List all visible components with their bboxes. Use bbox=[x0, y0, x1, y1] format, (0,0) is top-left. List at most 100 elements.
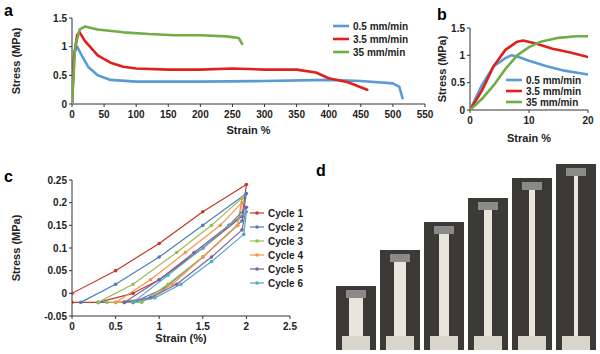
series-marker bbox=[96, 301, 100, 305]
y-tick bbox=[69, 46, 72, 47]
x-tick bbox=[232, 104, 233, 107]
x-tick-label: 2 bbox=[244, 321, 250, 332]
x-axis-title: Strain (%) bbox=[155, 332, 207, 344]
series-marker bbox=[245, 183, 249, 187]
series-line bbox=[72, 32, 367, 104]
x-tick-label: 350 bbox=[288, 109, 305, 120]
photo-base bbox=[562, 336, 590, 350]
x-tick bbox=[360, 104, 361, 107]
y-tick-label: 0 bbox=[61, 99, 67, 110]
series-marker bbox=[210, 260, 214, 264]
x-tick bbox=[168, 104, 169, 107]
legend-marker bbox=[255, 211, 259, 215]
legend-label: Cycle 4 bbox=[268, 250, 303, 261]
series-marker bbox=[179, 282, 183, 286]
x-tick bbox=[115, 316, 116, 319]
y-tick bbox=[467, 55, 470, 56]
y-tick bbox=[69, 248, 72, 249]
y-axis bbox=[470, 28, 471, 110]
x-axis-title: Strain % bbox=[507, 132, 551, 144]
photo-clamp bbox=[478, 202, 498, 210]
series-marker bbox=[201, 246, 205, 250]
legend-label: 35 mm/min bbox=[353, 47, 405, 58]
x-tick bbox=[588, 110, 589, 113]
y-tick bbox=[467, 28, 470, 29]
x-tick-label: 550 bbox=[417, 109, 434, 120]
series-line bbox=[98, 198, 242, 302]
y-axis-title: Stress (MPa) bbox=[10, 214, 22, 281]
series-marker bbox=[123, 301, 127, 305]
series-marker bbox=[245, 192, 249, 196]
y-tick bbox=[467, 110, 470, 111]
y-tick-label: -0.05 bbox=[44, 311, 67, 322]
photo-sample bbox=[484, 210, 492, 336]
x-tick-label: 1 bbox=[156, 321, 162, 332]
legend-label: Cycle 5 bbox=[268, 264, 303, 275]
y-tick-label: 1.5 bbox=[53, 13, 67, 24]
series-line bbox=[470, 55, 588, 110]
x-axis bbox=[72, 104, 425, 105]
photo-base bbox=[518, 336, 546, 350]
legend-label: Cycle 1 bbox=[268, 208, 303, 219]
x-tick-label: 150 bbox=[160, 109, 177, 120]
legend: Cycle 1Cycle 2Cycle 3Cycle 4Cycle 5Cycle… bbox=[250, 208, 303, 289]
x-tick-label: 450 bbox=[352, 109, 369, 120]
x-tick bbox=[392, 104, 393, 107]
plot-area bbox=[470, 36, 588, 110]
y-tick-label: 0.5 bbox=[451, 77, 465, 88]
series-marker bbox=[72, 292, 74, 296]
y-tick-label: 1 bbox=[459, 50, 465, 61]
x-tick bbox=[136, 104, 137, 107]
photo-sample bbox=[574, 176, 578, 336]
series-marker bbox=[114, 301, 118, 305]
legend-label: Cycle 3 bbox=[268, 236, 303, 247]
panel-label: d bbox=[316, 162, 326, 179]
photo bbox=[424, 222, 464, 350]
series-marker bbox=[236, 224, 240, 228]
x-tick bbox=[104, 104, 105, 107]
series-marker bbox=[157, 242, 161, 246]
y-tick-label: 0.15 bbox=[48, 220, 68, 231]
y-axis-title: Stress (MPa) bbox=[436, 35, 448, 102]
photo-panel: d bbox=[316, 162, 596, 350]
series-marker bbox=[166, 273, 170, 277]
series-marker bbox=[210, 255, 214, 259]
x-tick-label: 0 bbox=[69, 109, 75, 120]
x-axis-title: Strain % bbox=[226, 124, 270, 136]
x-tick-label: 20 bbox=[582, 115, 594, 126]
x-tick bbox=[246, 316, 247, 319]
legend-marker bbox=[255, 225, 259, 229]
legend-swatch bbox=[333, 25, 349, 28]
x-tick bbox=[529, 110, 530, 113]
series-marker bbox=[201, 255, 205, 259]
series-marker bbox=[184, 251, 188, 255]
y-tick-label: 0.05 bbox=[48, 265, 68, 276]
legend-label: 35 mm/min bbox=[526, 97, 578, 108]
x-tick bbox=[202, 316, 203, 319]
y-tick-label: 0.5 bbox=[53, 70, 67, 81]
photo bbox=[468, 198, 508, 350]
photo-clamp bbox=[566, 168, 586, 176]
y-tick-label: 1 bbox=[61, 41, 67, 52]
legend-swatch bbox=[333, 38, 349, 41]
photo-clamp bbox=[522, 182, 542, 190]
photo-sample bbox=[349, 298, 363, 336]
series-line bbox=[470, 41, 588, 110]
x-tick bbox=[200, 104, 201, 107]
y-tick-label: 0 bbox=[61, 288, 67, 299]
legend-marker bbox=[255, 253, 259, 257]
x-tick-label: 300 bbox=[256, 109, 273, 120]
panel: a05010015020025030035040045050055000.511… bbox=[4, 2, 434, 136]
photo-sample bbox=[439, 234, 449, 336]
series-marker bbox=[131, 301, 135, 305]
legend-label: 0.5 mm/min bbox=[353, 21, 408, 32]
photo-clamp bbox=[346, 290, 366, 298]
x-axis bbox=[72, 316, 290, 317]
panel: b0102000.511.5Strain %Stress (MPa)0.5 mm… bbox=[436, 6, 594, 144]
series-marker bbox=[114, 269, 118, 273]
series-marker bbox=[96, 301, 100, 305]
series-marker bbox=[245, 210, 249, 214]
series-marker bbox=[123, 301, 127, 305]
series-line bbox=[72, 27, 242, 104]
legend: 0.5 mm/min3.5 mm/min35 mm/min bbox=[333, 21, 408, 58]
